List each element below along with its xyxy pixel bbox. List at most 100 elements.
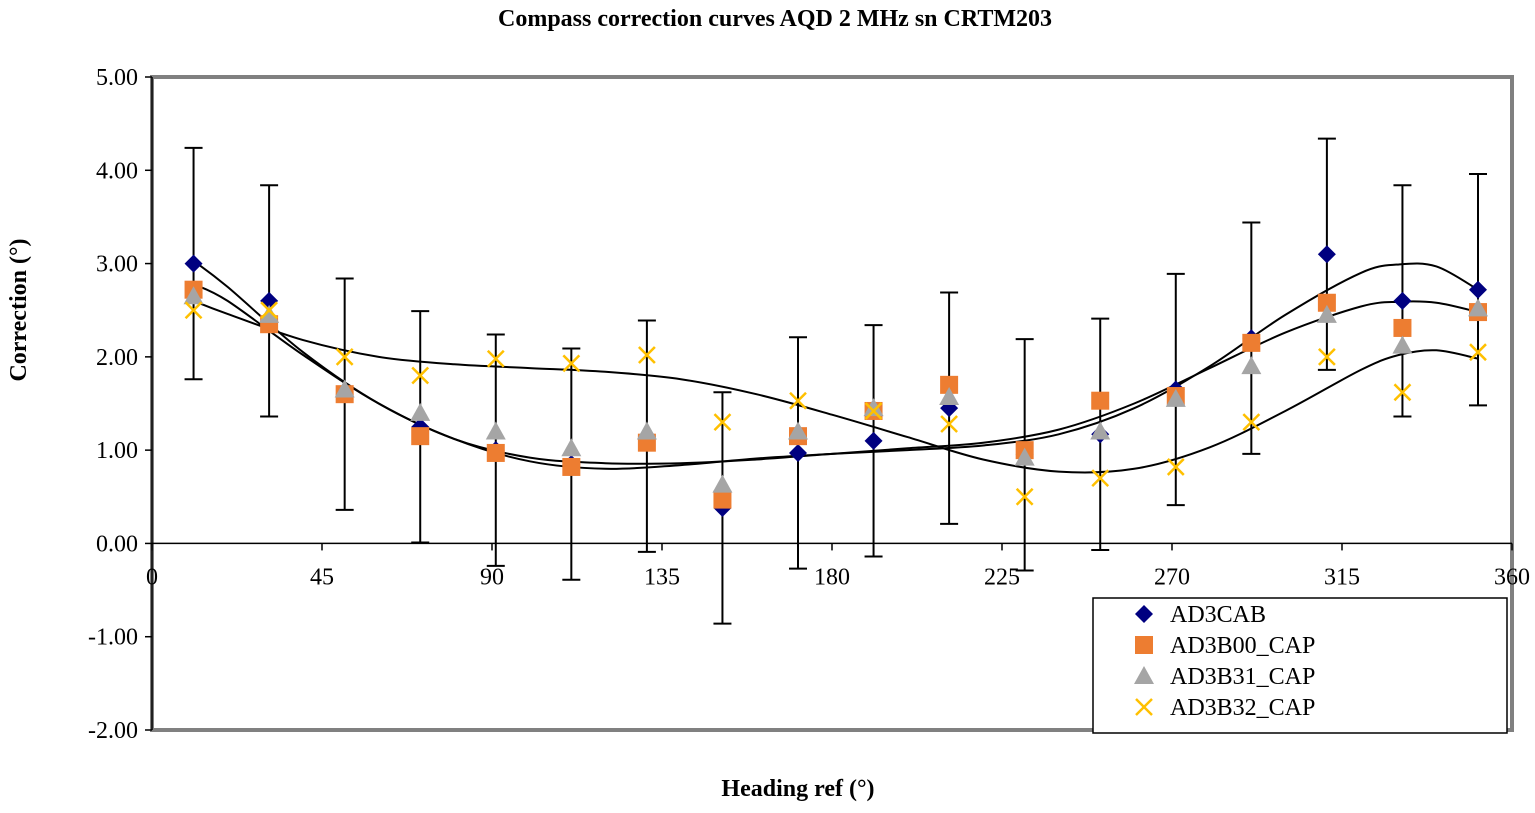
- data-point: [561, 438, 582, 457]
- data-point: [1091, 469, 1110, 488]
- y-tick-label: 2.00: [96, 345, 138, 371]
- legend-label: AD3CAB: [1170, 602, 1266, 628]
- legend-label: AD3B32_CAP: [1170, 695, 1315, 721]
- x-marker-stroke: [713, 413, 732, 432]
- x-marker-stroke: [864, 402, 883, 420]
- x-axis: 04590135180225270315360: [146, 543, 1530, 590]
- data-point: [486, 443, 505, 462]
- x-tick-label: 315: [1324, 564, 1360, 590]
- data-point: [713, 490, 732, 509]
- legend-label: AD3B00_CAP: [1170, 633, 1315, 659]
- x-tick-label: 180: [814, 564, 850, 590]
- data-point: [1316, 304, 1337, 323]
- series-ad3b31_cap: [183, 286, 1488, 493]
- data-point: [411, 366, 430, 385]
- chart-title: Compass correction curves AQD 2 MHz sn C…: [498, 6, 1052, 32]
- x-marker-stroke: [940, 415, 958, 433]
- data-point: [1469, 343, 1487, 362]
- data-point: [1468, 298, 1488, 317]
- legend: AD3CAB AD3B00_CAP AD3B31_CAP AD3B32_CAP: [1092, 597, 1508, 734]
- data-point: [562, 354, 581, 373]
- data-point: [260, 301, 278, 320]
- x-marker-stroke: [1015, 487, 1034, 506]
- x-marker-stroke: [1393, 383, 1412, 402]
- data-point: [788, 421, 808, 440]
- x-marker-stroke: [260, 301, 278, 320]
- y-tick-label: -2.00: [88, 718, 138, 744]
- y-tick-label: 1.00: [96, 438, 138, 464]
- series-ad3b00_cap: [184, 280, 1487, 509]
- data-point: [1393, 318, 1412, 337]
- data-point: [940, 415, 958, 433]
- data-point: [1242, 413, 1261, 432]
- legend-box: [1092, 597, 1508, 734]
- x-marker-stroke: [486, 349, 505, 368]
- data-point: [1014, 447, 1035, 466]
- data-point: [713, 413, 732, 432]
- data-point: [1393, 291, 1412, 310]
- data-point: [939, 386, 960, 405]
- y-axis: 5.00 4.00 3.00 2.00 1.00 0.00 -1.00 -2.00: [88, 65, 153, 744]
- data-markers: [183, 245, 1488, 517]
- data-point: [1241, 356, 1262, 375]
- x-tick-label: 45: [310, 564, 334, 590]
- x-marker-stroke: [562, 354, 581, 373]
- y-tick-label: 5.00: [96, 65, 138, 91]
- x-axis-title: Heading ref (°): [721, 776, 874, 802]
- x-marker-stroke: [184, 301, 203, 320]
- data-point: [184, 301, 203, 320]
- data-point: [864, 402, 883, 420]
- data-point: [485, 421, 506, 440]
- legend-marker-ad3b00_cap: [1135, 636, 1153, 654]
- data-point: [183, 286, 204, 305]
- data-point: [1165, 388, 1186, 407]
- x-marker-stroke: [1166, 458, 1185, 476]
- x-tick-label: 225: [984, 564, 1020, 590]
- data-point: [1015, 487, 1034, 506]
- data-point: [1317, 293, 1336, 312]
- data-point: [789, 443, 807, 462]
- x-tick-label: 360: [1494, 564, 1530, 590]
- x-tick-label: 135: [644, 564, 680, 590]
- data-point: [638, 346, 656, 364]
- data-point: [334, 379, 355, 398]
- data-point: [863, 398, 884, 417]
- legend-marker-ad3b32_cap: [1135, 698, 1153, 716]
- legend-marker-ad3b31_cap: [1134, 666, 1154, 684]
- x-marker-stroke: [1242, 413, 1261, 432]
- data-point: [1166, 458, 1185, 476]
- legend-marker-ad3cab: [1135, 605, 1153, 623]
- x-marker-stroke: [1469, 343, 1487, 362]
- x-marker-stroke: [1318, 347, 1336, 366]
- data-point: [410, 402, 431, 421]
- legend-label: AD3B31_CAP: [1170, 664, 1315, 690]
- y-tick-label: -1.00: [88, 625, 138, 651]
- error-bars: [184, 137, 1487, 625]
- data-point: [636, 421, 657, 440]
- x-marker-stroke: [335, 347, 354, 366]
- trendline-ad3cab: [192, 260, 1479, 470]
- data-point: [335, 347, 354, 366]
- x-marker-stroke: [1135, 698, 1153, 716]
- data-point: [562, 457, 581, 476]
- data-point: [789, 391, 807, 410]
- series-ad3b32_cap: [184, 301, 1487, 506]
- x-marker-stroke: [789, 391, 807, 410]
- series-ad3cab: [184, 245, 1487, 517]
- data-point: [712, 474, 733, 493]
- data-point: [1242, 333, 1261, 352]
- trendline-ad3b31_cap: [193, 283, 1479, 465]
- x-tick-label: 270: [1154, 564, 1190, 590]
- x-marker-stroke: [638, 346, 656, 364]
- data-point: [411, 427, 430, 446]
- data-point: [1318, 347, 1336, 366]
- y-tick-label: 0.00: [96, 531, 138, 557]
- y-tick-label: 3.00: [96, 252, 138, 278]
- trendlines: [192, 260, 1479, 474]
- data-point: [486, 349, 505, 368]
- data-point: [940, 375, 959, 394]
- data-point: [1317, 245, 1336, 264]
- y-tick-label: 4.00: [96, 158, 138, 184]
- x-marker-stroke: [411, 366, 430, 385]
